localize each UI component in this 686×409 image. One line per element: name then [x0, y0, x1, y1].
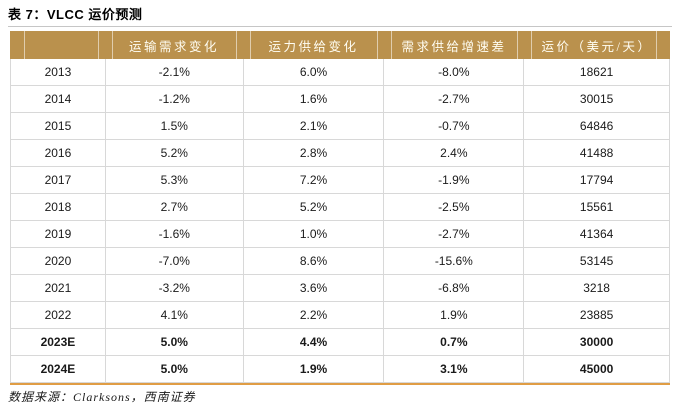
header-cell-rate: 运价（美元/天） [541, 39, 653, 54]
table-cell-supply: 1.0% [244, 221, 385, 247]
header-separator [531, 31, 532, 59]
table-cell-gap: -1.9% [384, 167, 525, 193]
table-cell-rate: 18621 [524, 59, 670, 85]
table-cell-demand: -1.6% [106, 221, 244, 247]
table-cell-gap: 2.4% [384, 140, 525, 166]
table-cell-demand: 5.0% [106, 329, 244, 355]
table-row: 2013 -2.1% 6.0% -8.0% 18621 [11, 59, 670, 86]
table-cell-supply: 1.9% [244, 356, 385, 382]
table-cell-rate: 23885 [524, 302, 670, 328]
table-cell-demand: 5.2% [106, 140, 244, 166]
table-cell-supply: 6.0% [244, 59, 385, 85]
table-cell-year: 2017 [11, 167, 106, 193]
table-cell-year: 2016 [11, 140, 106, 166]
table-row: 2016 5.2% 2.8% 2.4% 41488 [11, 140, 670, 167]
header-cell-demand: 运输需求变化 [128, 39, 219, 54]
table-bottom-rule [10, 383, 670, 385]
table-cell-demand: 2.7% [106, 194, 244, 220]
table-cell-rate: 30015 [524, 86, 670, 112]
table-cell-rate: 30000 [524, 329, 670, 355]
table-cell-demand: 1.5% [106, 113, 244, 139]
header-separator [517, 31, 518, 59]
table-cell-year: 2021 [11, 275, 106, 301]
table-row: 2014 -1.2% 1.6% -2.7% 30015 [11, 86, 670, 113]
title-divider [8, 26, 672, 27]
table-cell-rate: 41364 [524, 221, 670, 247]
table-row: 2020 -7.0% 8.6% -15.6% 53145 [11, 248, 670, 275]
header-separator [656, 31, 657, 59]
table-cell-year: 2014 [11, 86, 106, 112]
table-cell-year: 2015 [11, 113, 106, 139]
table-cell-demand: 4.1% [106, 302, 244, 328]
table-cell-supply: 5.2% [244, 194, 385, 220]
table-cell-rate: 17794 [524, 167, 670, 193]
table-cell-supply: 2.2% [244, 302, 385, 328]
table-cell-rate: 15561 [524, 194, 670, 220]
table-cell-supply: 4.4% [244, 329, 385, 355]
table-cell-demand: -2.1% [106, 59, 244, 85]
table-cell-year: 2024E [11, 356, 106, 382]
table-cell-gap: -6.8% [384, 275, 525, 301]
header-separator [112, 31, 113, 59]
table-cell-gap: -2.7% [384, 221, 525, 247]
table-cell-supply: 7.2% [244, 167, 385, 193]
table-cell-supply: 1.6% [244, 86, 385, 112]
table-row: 2017 5.3% 7.2% -1.9% 17794 [11, 167, 670, 194]
table-row: 2015 1.5% 2.1% -0.7% 64846 [11, 113, 670, 140]
table-cell-gap: -2.7% [384, 86, 525, 112]
table-cell-supply: 8.6% [244, 248, 385, 274]
table-cell-gap: -2.5% [384, 194, 525, 220]
table-cell-year: 2013 [11, 59, 106, 85]
table-cell-supply: 2.8% [244, 140, 385, 166]
table-row: 2022 4.1% 2.2% 1.9% 23885 [11, 302, 670, 329]
header-cell-gap: 需求供给增速差 [401, 39, 507, 54]
table-body: 2013 -2.1% 6.0% -8.0% 18621 2014 -1.2% 1… [10, 59, 670, 383]
table-cell-gap: -15.6% [384, 248, 525, 274]
table-cell-demand: -3.2% [106, 275, 244, 301]
table-cell-rate: 45000 [524, 356, 670, 382]
table-cell-year: 2020 [11, 248, 106, 274]
table-row: 2019 -1.6% 1.0% -2.7% 41364 [11, 221, 670, 248]
header-cell-supply: 运力供给变化 [268, 39, 359, 54]
header-separator [377, 31, 378, 59]
table-cell-gap: -0.7% [384, 113, 525, 139]
table-cell-year: 2023E [11, 329, 106, 355]
table-cell-demand: -1.2% [106, 86, 244, 112]
header-separator [391, 31, 392, 59]
header-separator [98, 31, 99, 59]
table-cell-gap: -8.0% [384, 59, 525, 85]
table-cell-rate: 53145 [524, 248, 670, 274]
table-cell-rate: 41488 [524, 140, 670, 166]
data-source: 数据来源：Clarksons，西南证券 [8, 390, 196, 404]
table-row: 2024E 5.0% 1.9% 3.1% 45000 [11, 356, 670, 383]
table-cell-year: 2019 [11, 221, 106, 247]
table-cell-demand: -7.0% [106, 248, 244, 274]
table-cell-demand: 5.3% [106, 167, 244, 193]
table-cell-gap: 0.7% [384, 329, 525, 355]
table-row: 2023E 5.0% 4.4% 0.7% 30000 [11, 329, 670, 356]
table-cell-gap: 1.9% [384, 302, 525, 328]
table-row: 2018 2.7% 5.2% -2.5% 15561 [11, 194, 670, 221]
table-cell-rate: 64846 [524, 113, 670, 139]
table-cell-year: 2022 [11, 302, 106, 328]
table-cell-demand: 5.0% [106, 356, 244, 382]
table-cell-supply: 3.6% [244, 275, 385, 301]
table-cell-rate: 3218 [524, 275, 670, 301]
table-row: 2021 -3.2% 3.6% -6.8% 3218 [11, 275, 670, 302]
table-cell-supply: 2.1% [244, 113, 385, 139]
table-cell-year: 2018 [11, 194, 106, 220]
vlcc-forecast-table: 运输需求变化 运力供给变化 需求供给增速差 运价（美元/天） 2013 -2.1… [10, 31, 670, 385]
table-cell-gap: 3.1% [384, 356, 525, 382]
header-separator [250, 31, 251, 59]
table-header-row: 运输需求变化 运力供给变化 需求供给增速差 运价（美元/天） [10, 31, 670, 59]
table-title: 表 7：VLCC 运价预测 [8, 7, 143, 22]
header-separator [24, 31, 25, 59]
header-separator [236, 31, 237, 59]
